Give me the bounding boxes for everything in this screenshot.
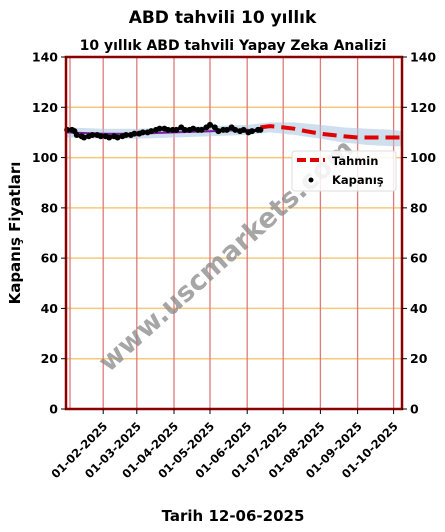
close-price-point bbox=[173, 126, 180, 133]
y-tick-label-left: 20 bbox=[41, 351, 59, 366]
close-price-point bbox=[123, 131, 129, 138]
close-price-point bbox=[190, 125, 197, 132]
x-axis-label: Tarih 12-06-2025 bbox=[162, 507, 305, 525]
legend-swatch-close bbox=[308, 177, 314, 183]
legend-label-forecast: Tahmin bbox=[332, 154, 378, 168]
y-tick-label-left: 0 bbox=[49, 402, 58, 417]
close-price-point bbox=[232, 126, 239, 133]
close-price-point bbox=[139, 129, 146, 136]
page-title: ABD tahvili 10 yıllık bbox=[129, 8, 317, 28]
y-tick-label-right: 80 bbox=[410, 200, 428, 215]
y-tick-label-left: 140 bbox=[32, 50, 58, 65]
close-price-point bbox=[165, 126, 171, 133]
close-price-point bbox=[240, 126, 247, 133]
y-tick-label-right: 40 bbox=[410, 301, 428, 316]
close-price-point bbox=[97, 133, 104, 140]
y-tick-label-right: 20 bbox=[410, 351, 428, 366]
close-price-point bbox=[198, 126, 205, 133]
y-tick-label-right: 100 bbox=[410, 150, 436, 165]
legend-label-close: Kapanış bbox=[332, 173, 384, 187]
y-tick-label-right: 120 bbox=[410, 100, 436, 115]
y-tick-label-left: 100 bbox=[32, 150, 58, 165]
close-price-point bbox=[156, 125, 163, 132]
chart-title: 10 yıllık ABD tahvili Yapay Zeka Analizi bbox=[80, 38, 387, 54]
close-price-point bbox=[223, 126, 230, 133]
close-price-point bbox=[81, 134, 87, 141]
plot-frame bbox=[64, 55, 404, 411]
y-tick-label-left: 120 bbox=[32, 100, 58, 115]
y-tick-label-left: 40 bbox=[41, 301, 59, 316]
close-price-point bbox=[106, 134, 113, 141]
y-tick-label-right: 140 bbox=[410, 50, 436, 65]
close-price-point bbox=[131, 130, 138, 137]
close-price-point bbox=[207, 121, 213, 128]
y-tick-label-right: 60 bbox=[410, 251, 428, 266]
close-price-point bbox=[148, 128, 155, 135]
y-axis-label: Kapanış Fiyatları bbox=[6, 162, 24, 305]
close-price-point bbox=[89, 131, 96, 138]
forecast-line bbox=[260, 124, 402, 140]
close-price-point bbox=[211, 124, 218, 131]
close-price-point bbox=[257, 126, 264, 133]
close-price-point bbox=[215, 128, 222, 135]
close-price-point bbox=[249, 128, 255, 135]
y-tick-label-left: 80 bbox=[41, 200, 59, 215]
y-tick-label-left: 60 bbox=[41, 251, 59, 266]
close-price-point bbox=[181, 126, 188, 133]
close-price-point bbox=[114, 134, 121, 141]
y-tick-label-right: 0 bbox=[410, 402, 419, 417]
close-price-point bbox=[73, 131, 80, 138]
